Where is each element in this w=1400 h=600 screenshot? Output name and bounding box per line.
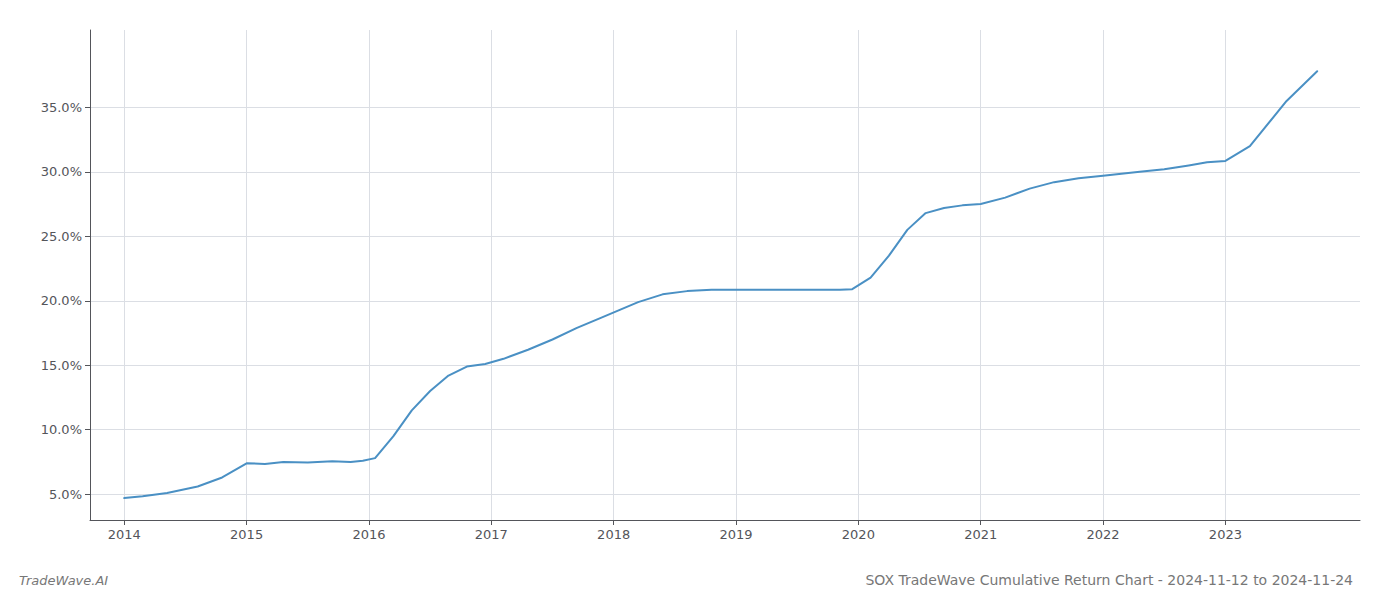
svg-text:2022: 2022 [1087,527,1120,542]
svg-text:15.0%: 15.0% [41,358,82,373]
svg-text:25.0%: 25.0% [41,229,82,244]
svg-text:2023: 2023 [1209,527,1242,542]
svg-text:5.0%: 5.0% [49,487,82,502]
svg-text:2018: 2018 [597,527,630,542]
svg-text:30.0%: 30.0% [41,164,82,179]
svg-text:SOX TradeWave Cumulative Retur: SOX TradeWave Cumulative Return Chart - … [865,572,1353,588]
svg-text:2016: 2016 [352,527,385,542]
svg-text:2014: 2014 [108,527,141,542]
svg-text:20.0%: 20.0% [41,293,82,308]
svg-text:2019: 2019 [719,527,752,542]
svg-text:2017: 2017 [475,527,508,542]
svg-text:10.0%: 10.0% [41,422,82,437]
svg-text:2021: 2021 [964,527,997,542]
svg-text:TradeWave.AI: TradeWave.AI [19,573,108,588]
svg-text:35.0%: 35.0% [41,100,82,115]
svg-text:2015: 2015 [230,527,263,542]
svg-text:2020: 2020 [842,527,875,542]
